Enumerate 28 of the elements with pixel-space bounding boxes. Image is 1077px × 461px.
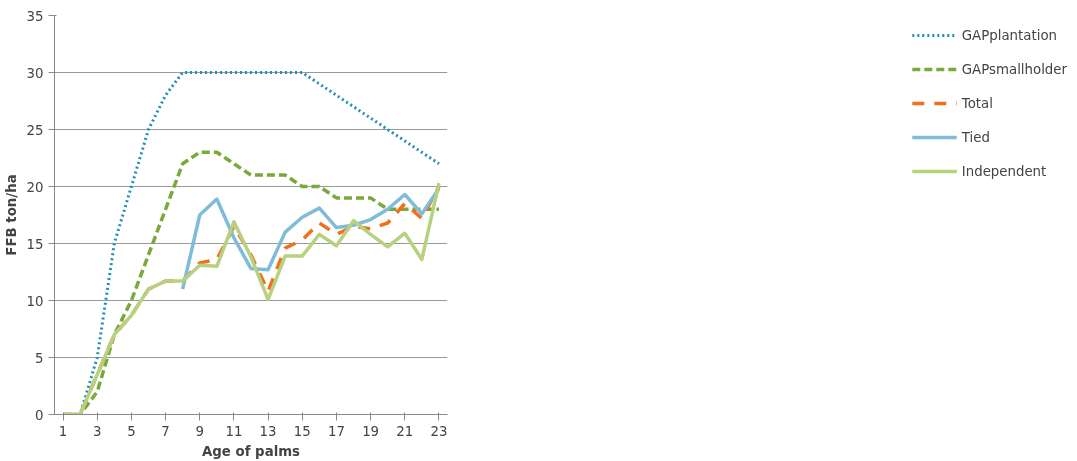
- y-tick-label: 0: [35, 407, 44, 423]
- y-tick-label: 15: [26, 236, 44, 252]
- x-tick-label: 7: [161, 423, 170, 439]
- x-tick-label: 13: [259, 423, 277, 439]
- x-tick-label: 19: [362, 423, 380, 439]
- x-tick-label: 15: [293, 423, 311, 439]
- legend-label: Independent: [961, 163, 1047, 179]
- x-tick-label: 23: [430, 423, 448, 439]
- y-tick-label: 35: [26, 8, 44, 24]
- y-tick-label: 30: [26, 65, 44, 81]
- y-tick-label: 5: [35, 350, 44, 366]
- x-tick-label: 3: [92, 423, 102, 439]
- y-tick-label: 10: [26, 293, 44, 309]
- x-tick-label: 9: [195, 423, 204, 439]
- y-tick-label: 20: [26, 179, 44, 195]
- x-tick-label: 1: [58, 423, 68, 439]
- y-axis-title: FFB ton/ha: [3, 174, 19, 256]
- line-series: [180, 187, 441, 291]
- legend-label: GAPsmallholder: [961, 61, 1067, 77]
- x-tick-label: 21: [396, 423, 414, 439]
- legend-label: Total: [961, 95, 993, 111]
- legend-label: Tied: [961, 129, 990, 145]
- x-tick-label: 11: [225, 423, 243, 439]
- y-tick-label: 25: [26, 122, 44, 138]
- legend-label: GAPplantation: [961, 27, 1057, 43]
- x-axis-title: Age of palms: [201, 443, 301, 459]
- x-tick-label: 5: [127, 423, 136, 439]
- x-tick-label: 17: [327, 423, 345, 439]
